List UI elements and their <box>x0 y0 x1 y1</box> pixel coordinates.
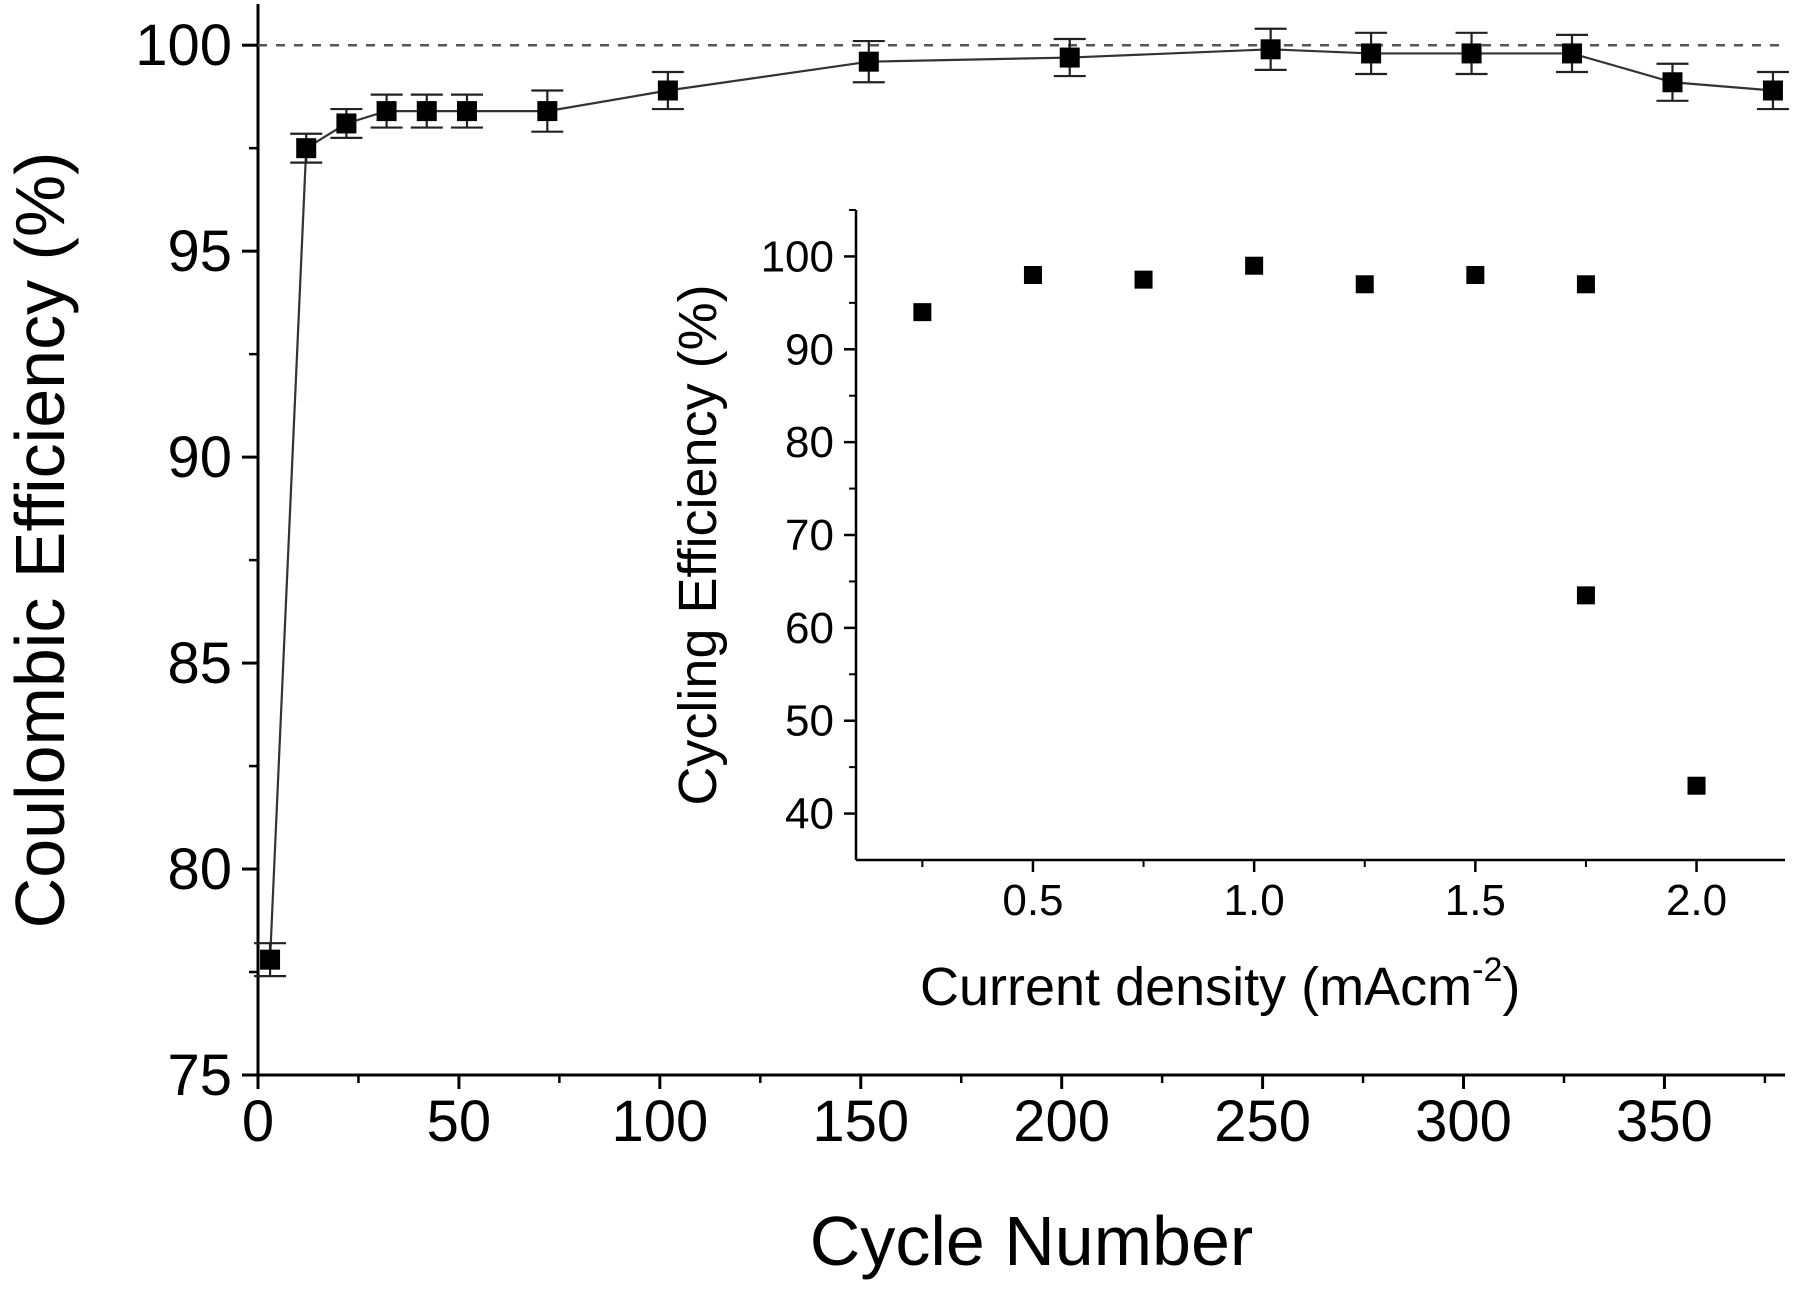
main-chart: 0 50 100 150 200 250 300 350 75 80 85 90 95 100 Cycle … <box>1 4 1789 1280</box>
inset-y-tick-label: 80 <box>785 418 834 467</box>
inset-data-point <box>1576 586 1595 605</box>
main-series-line <box>268 48 1774 960</box>
inset-data-point <box>1134 270 1153 289</box>
main-y-tick-label: 90 <box>167 425 232 490</box>
main-x-tick-label: 0 <box>242 1089 274 1154</box>
main-x-tick-label: 250 <box>1214 1089 1311 1154</box>
inset-y-tick-label: 100 <box>761 232 834 281</box>
inset-y-tick-label: 50 <box>785 697 834 746</box>
inset-data-point <box>1023 266 1042 284</box>
inset-y-axis-title: Cycling Efficiency (%) <box>668 284 728 805</box>
main-data-point <box>1662 72 1683 93</box>
main-y-tick-label: 85 <box>167 631 232 696</box>
main-x-axis-title: Cycle Number <box>810 1202 1253 1280</box>
inset-x-tick-label: 2.0 <box>1666 876 1727 925</box>
main-x-tick-label: 100 <box>611 1089 708 1154</box>
inset-y-tick-label: 70 <box>785 511 834 560</box>
inset-x-axis-title: Current density (mAcm-2) <box>920 951 1520 1017</box>
main-x-tick-label: 300 <box>1415 1089 1512 1154</box>
main-data-point <box>456 101 477 122</box>
main-y-tick-label: 95 <box>167 219 232 284</box>
inset-x-tick-label: 0.5 <box>1002 876 1063 925</box>
inset-x-tick-label: 1.0 <box>1224 876 1285 925</box>
inset-y-tick-label: 60 <box>785 604 834 653</box>
main-x-tick-label: 150 <box>812 1089 909 1154</box>
main-data-point <box>416 101 437 122</box>
main-data-point <box>1461 43 1482 64</box>
main-data-point <box>260 949 281 970</box>
main-data-point <box>1762 80 1783 101</box>
main-data-point <box>858 51 879 72</box>
main-data-point <box>1562 43 1583 64</box>
inset-chart: 0.5 1.0 1.5 2.0 40 50 60 70 80 90 100 Current densi… <box>668 209 1785 1017</box>
inset-data-point <box>1355 275 1374 294</box>
inset-x-tick-label: 1.5 <box>1445 876 1506 925</box>
main-data-point <box>1059 47 1080 68</box>
main-y-axis-title: Coulombic Efficiency (%) <box>1 152 79 929</box>
main-data-point <box>336 113 357 134</box>
inset-y-tick-label: 90 <box>785 325 834 374</box>
inset-data-point <box>913 303 932 322</box>
main-data-point <box>1260 39 1281 60</box>
main-data-point <box>296 138 317 159</box>
inset-data-point <box>1245 256 1264 275</box>
inset-data-point <box>1576 275 1595 294</box>
main-y-tick-label: 75 <box>167 1043 232 1108</box>
main-x-tick-label: 50 <box>427 1089 492 1154</box>
main-data-point <box>1361 43 1382 64</box>
inset-y-tick-label: 40 <box>785 790 834 839</box>
main-y-tick-label: 100 <box>135 13 232 78</box>
main-y-tick-label: 80 <box>167 837 232 902</box>
main-data-point <box>657 80 678 101</box>
inset-data-point <box>1466 266 1485 284</box>
main-x-tick-label: 200 <box>1013 1089 1110 1154</box>
inset-data-point <box>1687 776 1706 795</box>
main-data-point <box>537 101 558 122</box>
main-x-tick-label: 350 <box>1616 1089 1713 1154</box>
main-data-point <box>376 101 397 122</box>
